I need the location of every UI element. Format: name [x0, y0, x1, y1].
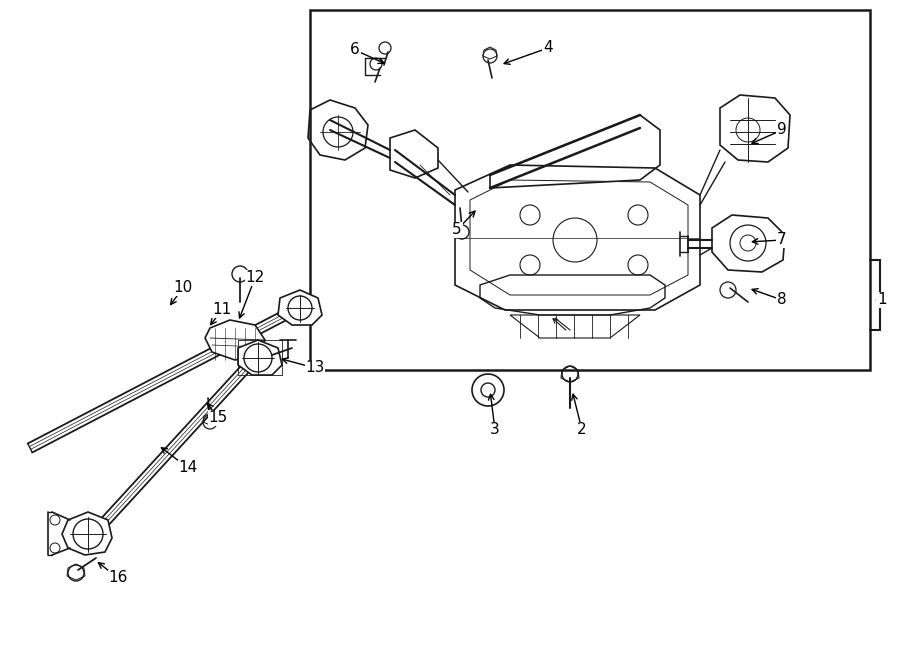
Polygon shape — [278, 290, 322, 325]
Text: 4: 4 — [544, 40, 553, 56]
Text: 12: 12 — [246, 270, 265, 286]
Text: 8: 8 — [778, 293, 787, 307]
Text: 3: 3 — [491, 422, 500, 438]
Text: 16: 16 — [108, 570, 128, 586]
Text: 7: 7 — [778, 233, 787, 247]
Text: 14: 14 — [178, 461, 198, 475]
Text: 6: 6 — [350, 42, 360, 58]
Text: 15: 15 — [209, 410, 228, 426]
Text: 13: 13 — [305, 360, 325, 375]
Bar — [310, 10, 870, 370]
Text: 5: 5 — [452, 223, 462, 237]
Polygon shape — [238, 340, 282, 375]
Text: 11: 11 — [212, 303, 231, 317]
Text: 2: 2 — [577, 422, 587, 438]
Text: 1: 1 — [878, 293, 886, 307]
Text: 9: 9 — [777, 122, 787, 137]
Polygon shape — [62, 512, 112, 555]
Text: 10: 10 — [174, 280, 193, 295]
Polygon shape — [205, 320, 265, 360]
